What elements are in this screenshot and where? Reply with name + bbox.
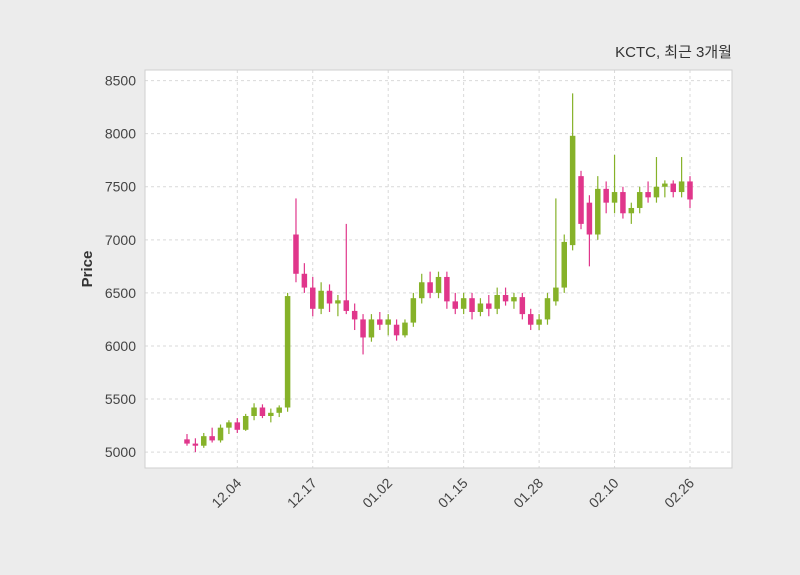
candle-body-down (259, 407, 266, 416)
candle-body-down (527, 314, 534, 325)
candle-body-up (284, 296, 291, 408)
candle-body-down (427, 282, 433, 293)
candle-body-up (410, 298, 417, 323)
plot-background (145, 70, 732, 468)
candle-body-up (268, 412, 274, 416)
y-axis-label: Price (79, 251, 96, 288)
candle-body-up (477, 303, 484, 312)
candle-body-down (519, 297, 526, 315)
x-tick-label: 02.10 (586, 475, 622, 511)
candle-body-down (687, 181, 693, 200)
candle-body-up (418, 282, 425, 299)
y-tick-label: 6500 (105, 285, 136, 301)
candle-body-down (192, 443, 199, 446)
candle-body-up (494, 295, 500, 309)
candle-body-up (653, 186, 660, 198)
candle-body-down (351, 310, 358, 320)
candle-body-up (460, 298, 467, 309)
gridlines (145, 70, 732, 468)
candle-body-down (326, 290, 333, 304)
candle-body-down (360, 319, 366, 338)
y-tick-label: 7500 (105, 179, 136, 195)
candle-body-down (343, 300, 350, 311)
candle-body-up (402, 322, 408, 336)
candle-body-up (201, 436, 207, 446)
candle-body-down (377, 319, 383, 325)
candle-body-up (385, 319, 391, 325)
candle-body-up (544, 298, 551, 320)
x-tick-label: 01.15 (435, 475, 471, 511)
candle-body-down (620, 192, 626, 214)
plot-border (144, 69, 733, 469)
candle-body-up (678, 181, 685, 193)
candle-body-up (561, 241, 567, 288)
candle-body-up (611, 192, 618, 203)
candle-body-up (368, 319, 375, 338)
x-tick-label: 02.26 (661, 475, 697, 511)
candle-body-up (217, 427, 224, 441)
candle-body-down (301, 273, 308, 288)
candle-body-up (435, 276, 442, 293)
candle-body-up (636, 192, 643, 208)
candle-body-down (393, 324, 400, 336)
candle-body-down (670, 183, 676, 193)
candle-body-down (452, 301, 459, 309)
y-tick-label: 8500 (105, 73, 136, 89)
candle-body-up (242, 415, 249, 430)
candle-body-up (569, 135, 576, 246)
candle-body-up (251, 407, 257, 416)
y-tick-label: 7000 (105, 232, 136, 248)
x-tick-label: 01.28 (510, 475, 546, 511)
candle-body-up (226, 422, 232, 428)
candle-body-down (310, 287, 316, 309)
x-tick-label: 01.02 (359, 475, 395, 511)
candle-body-down (486, 303, 492, 309)
candle-body-down (184, 439, 190, 444)
candle-body-down (469, 298, 475, 312)
x-tick-label: 12.17 (284, 475, 320, 511)
candle-body-up (276, 407, 282, 413)
candle-body-down (645, 192, 651, 198)
candle-body-down (578, 176, 584, 224)
candle-body-down (586, 202, 593, 235)
y-tick-label: 6000 (105, 338, 136, 354)
y-tick-label: 5000 (105, 444, 136, 460)
candle-body-down (444, 276, 450, 302)
candle-body-up (628, 207, 635, 214)
candle-body-up (511, 297, 517, 302)
candle-body-up (318, 290, 324, 309)
candle-body-up (595, 188, 601, 235)
chart-title: KCTC, 최근 3개월 (615, 44, 732, 61)
y-tick-label: 5500 (105, 391, 136, 407)
candle-body-down (502, 295, 509, 302)
candle-body-up (662, 183, 668, 187)
y-tick-label: 8000 (105, 126, 136, 142)
candle-body-down (603, 188, 609, 203)
x-tick-label: 12.04 (208, 475, 244, 511)
candle-body-down (209, 436, 215, 441)
plot-area (145, 70, 732, 468)
candle-body-down (234, 422, 241, 430)
candle-body-up (335, 300, 341, 304)
candle-body-up (536, 319, 542, 325)
candle-body-down (293, 234, 299, 274)
candle-body-up (553, 287, 559, 302)
candlesticks (184, 93, 693, 453)
